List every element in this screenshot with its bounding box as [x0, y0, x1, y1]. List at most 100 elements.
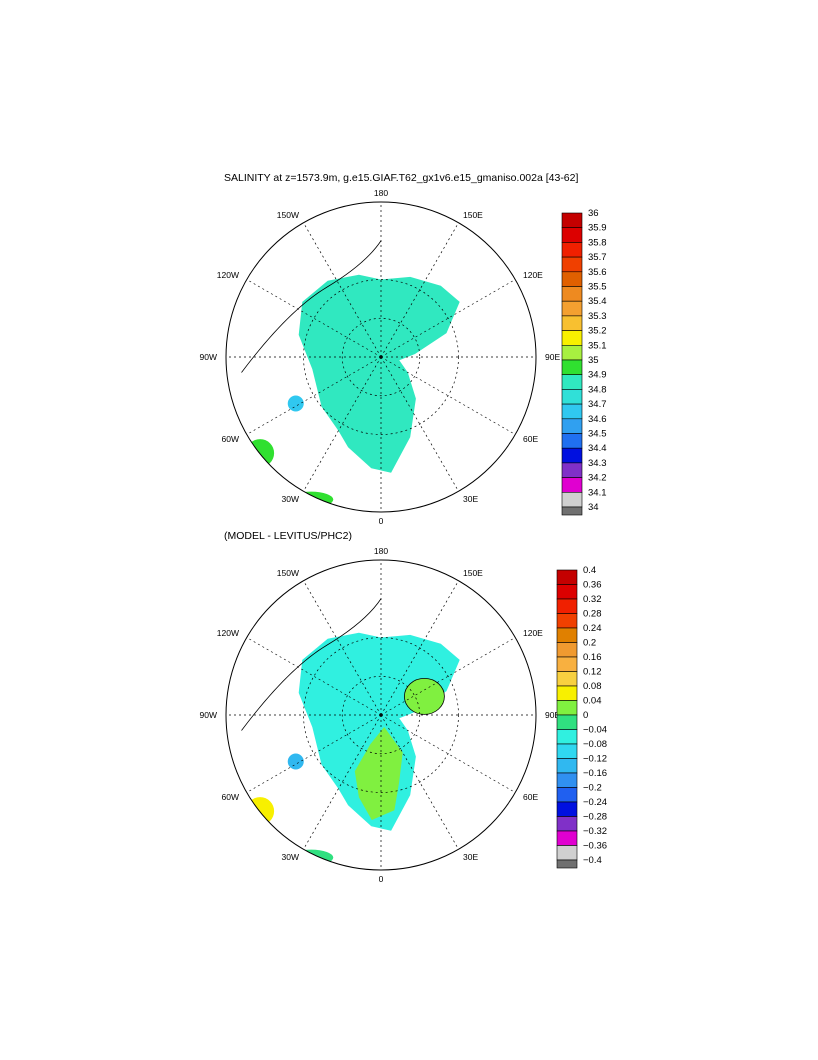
coastline [241, 598, 382, 731]
colorbar-swatch [561, 403, 583, 420]
colorbar-tick-label: 35.6 [588, 267, 607, 278]
colorbar-tick-label: 34.1 [588, 487, 607, 498]
colorbar-tick-label: −0.4 [583, 855, 602, 866]
colorbar-swatch [556, 569, 578, 585]
longitude-label: 30E [463, 494, 478, 504]
colorbar-underflow [556, 859, 578, 869]
colorbar-swatch [556, 758, 578, 774]
field-region-labrador [246, 797, 275, 826]
longitude-label: 180 [374, 188, 388, 198]
longitude-label: 180 [374, 546, 388, 556]
colorbar-tick-label: 35.3 [588, 311, 607, 322]
colorbar-tick-label: 34 [588, 502, 599, 513]
longitude-label: 60W [222, 792, 239, 802]
colorbar-tick-label: 36 [588, 208, 599, 219]
meridian-line [380, 356, 459, 492]
colorbar-swatch [561, 374, 583, 390]
longitude-label: 150E [463, 210, 483, 220]
meridian-line [303, 580, 382, 716]
latitude-ring [341, 675, 421, 755]
longitude-label: 90E [545, 710, 560, 720]
longitude-label: 0 [379, 874, 384, 884]
colorbar-swatch [556, 613, 578, 629]
meridian-line [303, 356, 382, 492]
colorbar-swatch [556, 787, 578, 803]
colorbar-swatch [561, 227, 583, 243]
colorbar-swatch [561, 300, 583, 317]
longitude-label: 90E [545, 352, 560, 362]
colorbar-tick-label: 0.32 [583, 594, 602, 605]
field-region-arctic [298, 274, 460, 473]
colorbar-tick-label: 0 [583, 710, 588, 721]
colorbar-swatch [561, 242, 583, 258]
colorbar-tick-label: 34.9 [588, 370, 607, 381]
colorbar: 0.4 0.36 0.32 0.28 0.24 0.2 0.16 0.12 0.08 0.04 0 −… [556, 565, 607, 869]
longitude-label: 60E [523, 792, 538, 802]
longitude-label: 120W [217, 628, 239, 638]
meridian-line [380, 637, 516, 716]
colorbar-tick-label: −0.32 [583, 826, 607, 837]
map-boundary [225, 201, 537, 513]
polar-map-panel: 180 150E 120E 90E 60E 30E 0 30W 60W 90W 120W 150W 36… [200, 188, 607, 526]
colorbar-tick-label: 35.4 [588, 296, 607, 307]
field-region-nordic-seas [354, 369, 403, 462]
colorbar-tick-label: 0.2 [583, 638, 596, 649]
longitude-label: 30E [463, 852, 478, 862]
meridian-line [380, 714, 516, 793]
colorbar-tick-label: 34.3 [588, 458, 607, 469]
meridian-line [246, 714, 382, 793]
colorbar-swatch [556, 801, 578, 817]
colorbar-tick-label: 0.12 [583, 667, 602, 678]
colorbar-tick-label: 35.8 [588, 237, 607, 248]
longitude-label: 60E [523, 434, 538, 444]
latitude-ring [303, 637, 459, 793]
longitude-label: 150E [463, 568, 483, 578]
latitude-ring [303, 279, 459, 435]
coastline [241, 240, 382, 373]
colorbar-swatch [561, 389, 583, 405]
meridian-line [380, 714, 459, 850]
colorbar-swatch [556, 830, 578, 846]
colorbar-tick-label: −0.2 [583, 783, 602, 794]
field-region-positive-anomaly [403, 678, 445, 715]
colorbar-swatch [556, 671, 578, 687]
colorbar-swatch [556, 714, 578, 730]
longitude-label: 150W [277, 210, 299, 220]
colorbar-swatch [561, 344, 583, 361]
meridian-line [246, 637, 382, 716]
colorbar-tick-label: 35.9 [588, 223, 607, 234]
colorbar-tick-label: 0.28 [583, 609, 602, 620]
colorbar-swatch [561, 359, 583, 375]
colorbar-swatch [556, 816, 578, 832]
colorbar-swatch [556, 598, 578, 614]
colorbar-swatch [556, 685, 578, 701]
colorbar-swatch [561, 477, 583, 493]
map-boundary [225, 559, 537, 871]
colorbar-swatch [556, 656, 578, 672]
colorbar-tick-label: 34.2 [588, 473, 607, 484]
meridian-line [303, 714, 382, 850]
colorbar-tick-label: 34.6 [588, 414, 607, 425]
salinity-plot-title: SALINITY at z=1573.9m, g.e15.GIAF.T62_gx… [224, 172, 579, 184]
colorbar-tick-label: 0.24 [583, 623, 602, 634]
latitude-ring [341, 317, 421, 397]
longitude-label: 0 [379, 516, 384, 526]
longitude-label: 60W [222, 434, 239, 444]
colorbar-tick-label: 34.7 [588, 399, 607, 410]
colorbar-tick-label: 0.36 [583, 580, 602, 591]
colorbar-tick-label: 34.5 [588, 429, 607, 440]
colorbar-tick-label: 34.8 [588, 384, 607, 395]
colorbar-swatch [556, 772, 578, 788]
colorbar-swatch [561, 491, 583, 508]
colorbar-tick-label: −0.04 [583, 725, 607, 736]
longitude-label: 120W [217, 270, 239, 280]
colorbar-tick-label: 34.4 [588, 443, 607, 454]
colorbar-tick-label: 35.5 [588, 282, 607, 293]
colorbar-swatch [556, 743, 578, 759]
colorbar-swatch [561, 271, 583, 287]
difference-plot-title: (MODEL - LEVITUS/PHC2) [224, 530, 352, 542]
meridian-line [246, 356, 382, 435]
colorbar-swatch [556, 729, 578, 745]
